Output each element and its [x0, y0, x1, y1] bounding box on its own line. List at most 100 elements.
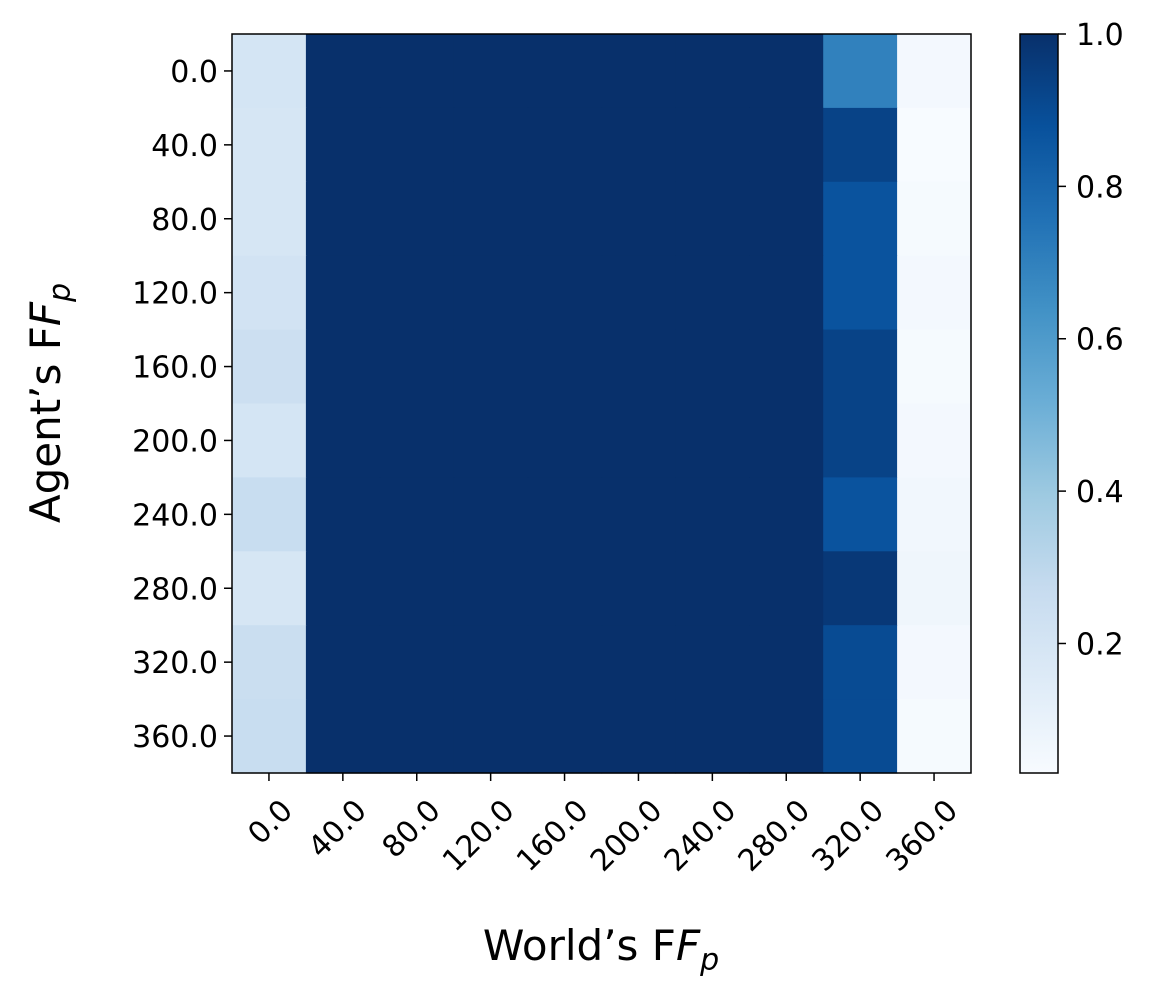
heatmap-cell [675, 403, 750, 478]
heatmap-cell [305, 181, 381, 257]
x-tick-label: 160.0 [510, 793, 595, 878]
y-tick-label: 360.0 [132, 720, 218, 755]
heatmap-cell [675, 477, 750, 552]
heatmap-cell [749, 551, 824, 626]
heatmap-cell [453, 403, 529, 478]
heatmap-cell [897, 329, 972, 405]
heatmap-cell [675, 107, 750, 183]
heatmap-cell [601, 625, 676, 700]
heatmap-cell [601, 699, 676, 774]
heatmap-cell [453, 625, 529, 700]
heatmap-cell [527, 107, 603, 183]
colorbar-tick-label: 1.0 [1076, 18, 1124, 53]
heatmap-cell [527, 699, 603, 774]
colorbar-tick-label: 0.6 [1076, 323, 1124, 358]
heatmap-cell [601, 477, 676, 552]
heatmap-cell [305, 329, 381, 405]
heatmap-cell [453, 551, 529, 626]
heatmap-cell [232, 551, 307, 626]
heatmap-cell [749, 181, 824, 257]
heatmap-cell [232, 625, 307, 700]
heatmap-cell [823, 477, 898, 552]
heatmap-cell [675, 551, 750, 626]
heatmap-cell [453, 34, 529, 109]
plot-frame [231, 33, 972, 774]
heatmap-cell [453, 699, 529, 774]
y-tick-label: 160.0 [132, 351, 218, 386]
heatmap-cell [749, 255, 824, 331]
heatmap-cell [527, 255, 603, 331]
x-tick-label: 40.0 [302, 793, 374, 865]
heatmap-cell [232, 403, 307, 478]
heatmap-cell [232, 181, 307, 257]
heatmap-cell [527, 477, 603, 552]
x-tick-label: 360.0 [879, 793, 964, 878]
heatmap-cell [601, 181, 676, 257]
heatmap-cell [823, 34, 898, 109]
x-tick-label: 240.0 [658, 793, 743, 878]
heatmap-cell [379, 403, 455, 478]
heatmap-cell [305, 699, 381, 774]
colorbar-tick-label: 0.8 [1076, 170, 1124, 205]
heatmap-cell [823, 181, 898, 257]
x-axis-title: World’s FFp [483, 921, 719, 978]
heatmap-cell [305, 551, 381, 626]
heatmap-cell [601, 107, 676, 183]
heatmap-cell [897, 699, 972, 774]
x-tick-label: 0.0 [241, 793, 299, 851]
y-tick-label: 80.0 [151, 203, 218, 238]
heatmap-cell [675, 34, 750, 109]
heatmap-cell [453, 477, 529, 552]
heatmap-cell [379, 551, 455, 626]
heatmap-cell [897, 551, 972, 626]
y-tick-label: 120.0 [132, 277, 218, 312]
heatmap-cell [675, 625, 750, 700]
heatmap-cell [453, 329, 529, 405]
x-axis-ticks: 0.0 40.0 80.0120.0160.0200.0240.0280.0320.… [241, 773, 965, 879]
heatmap-cell [823, 551, 898, 626]
heatmap-cell [601, 551, 676, 626]
heatmap-cell [305, 625, 381, 700]
heatmap-cell [379, 477, 455, 552]
heatmap-cell [305, 107, 381, 183]
heatmap-cell [527, 34, 603, 109]
heatmap-cell [305, 34, 381, 109]
heatmap-cells [232, 34, 972, 774]
heatmap-cell [232, 329, 307, 405]
heatmap-cell [379, 255, 455, 331]
heatmap-cell [527, 181, 603, 257]
colorbar-ticks: 0.2 0.4 0.6 0.8 1.0 [1058, 18, 1124, 662]
heatmap-cell [749, 477, 824, 552]
x-tick-label: 200.0 [584, 793, 669, 878]
heatmap-cell [379, 34, 455, 109]
heatmap-cell [675, 255, 750, 331]
heatmap-cell [823, 329, 898, 405]
y-axis-title: Agent’s FFp [21, 283, 78, 523]
heatmap-cell [305, 403, 381, 478]
heatmap-cell [749, 625, 824, 700]
heatmap-cell [527, 551, 603, 626]
heatmap-cell [675, 699, 750, 774]
x-tick-label: 320.0 [806, 793, 891, 878]
y-tick-label: 320.0 [132, 646, 218, 681]
heatmap-cell [675, 181, 750, 257]
heatmap-cell [823, 699, 898, 774]
y-tick-label: 240.0 [132, 498, 218, 533]
heatmap-cell [379, 107, 455, 183]
heatmap-cell [379, 329, 455, 405]
y-tick-label: 200.0 [132, 424, 218, 459]
heatmap-cell [675, 329, 750, 405]
heatmap-cell [527, 625, 603, 700]
heatmap-cell [305, 477, 381, 552]
heatmap-cell [527, 403, 603, 478]
heatmap-cell [897, 181, 972, 257]
heatmap-cell [379, 625, 455, 700]
heatmap-cell [453, 181, 529, 257]
heatmap-cell [379, 699, 455, 774]
y-tick-label: 40.0 [151, 129, 218, 164]
heatmap-cell [453, 255, 529, 331]
heatmap-cell [601, 329, 676, 405]
heatmap-cell [527, 329, 603, 405]
heatmap-cell [749, 107, 824, 183]
